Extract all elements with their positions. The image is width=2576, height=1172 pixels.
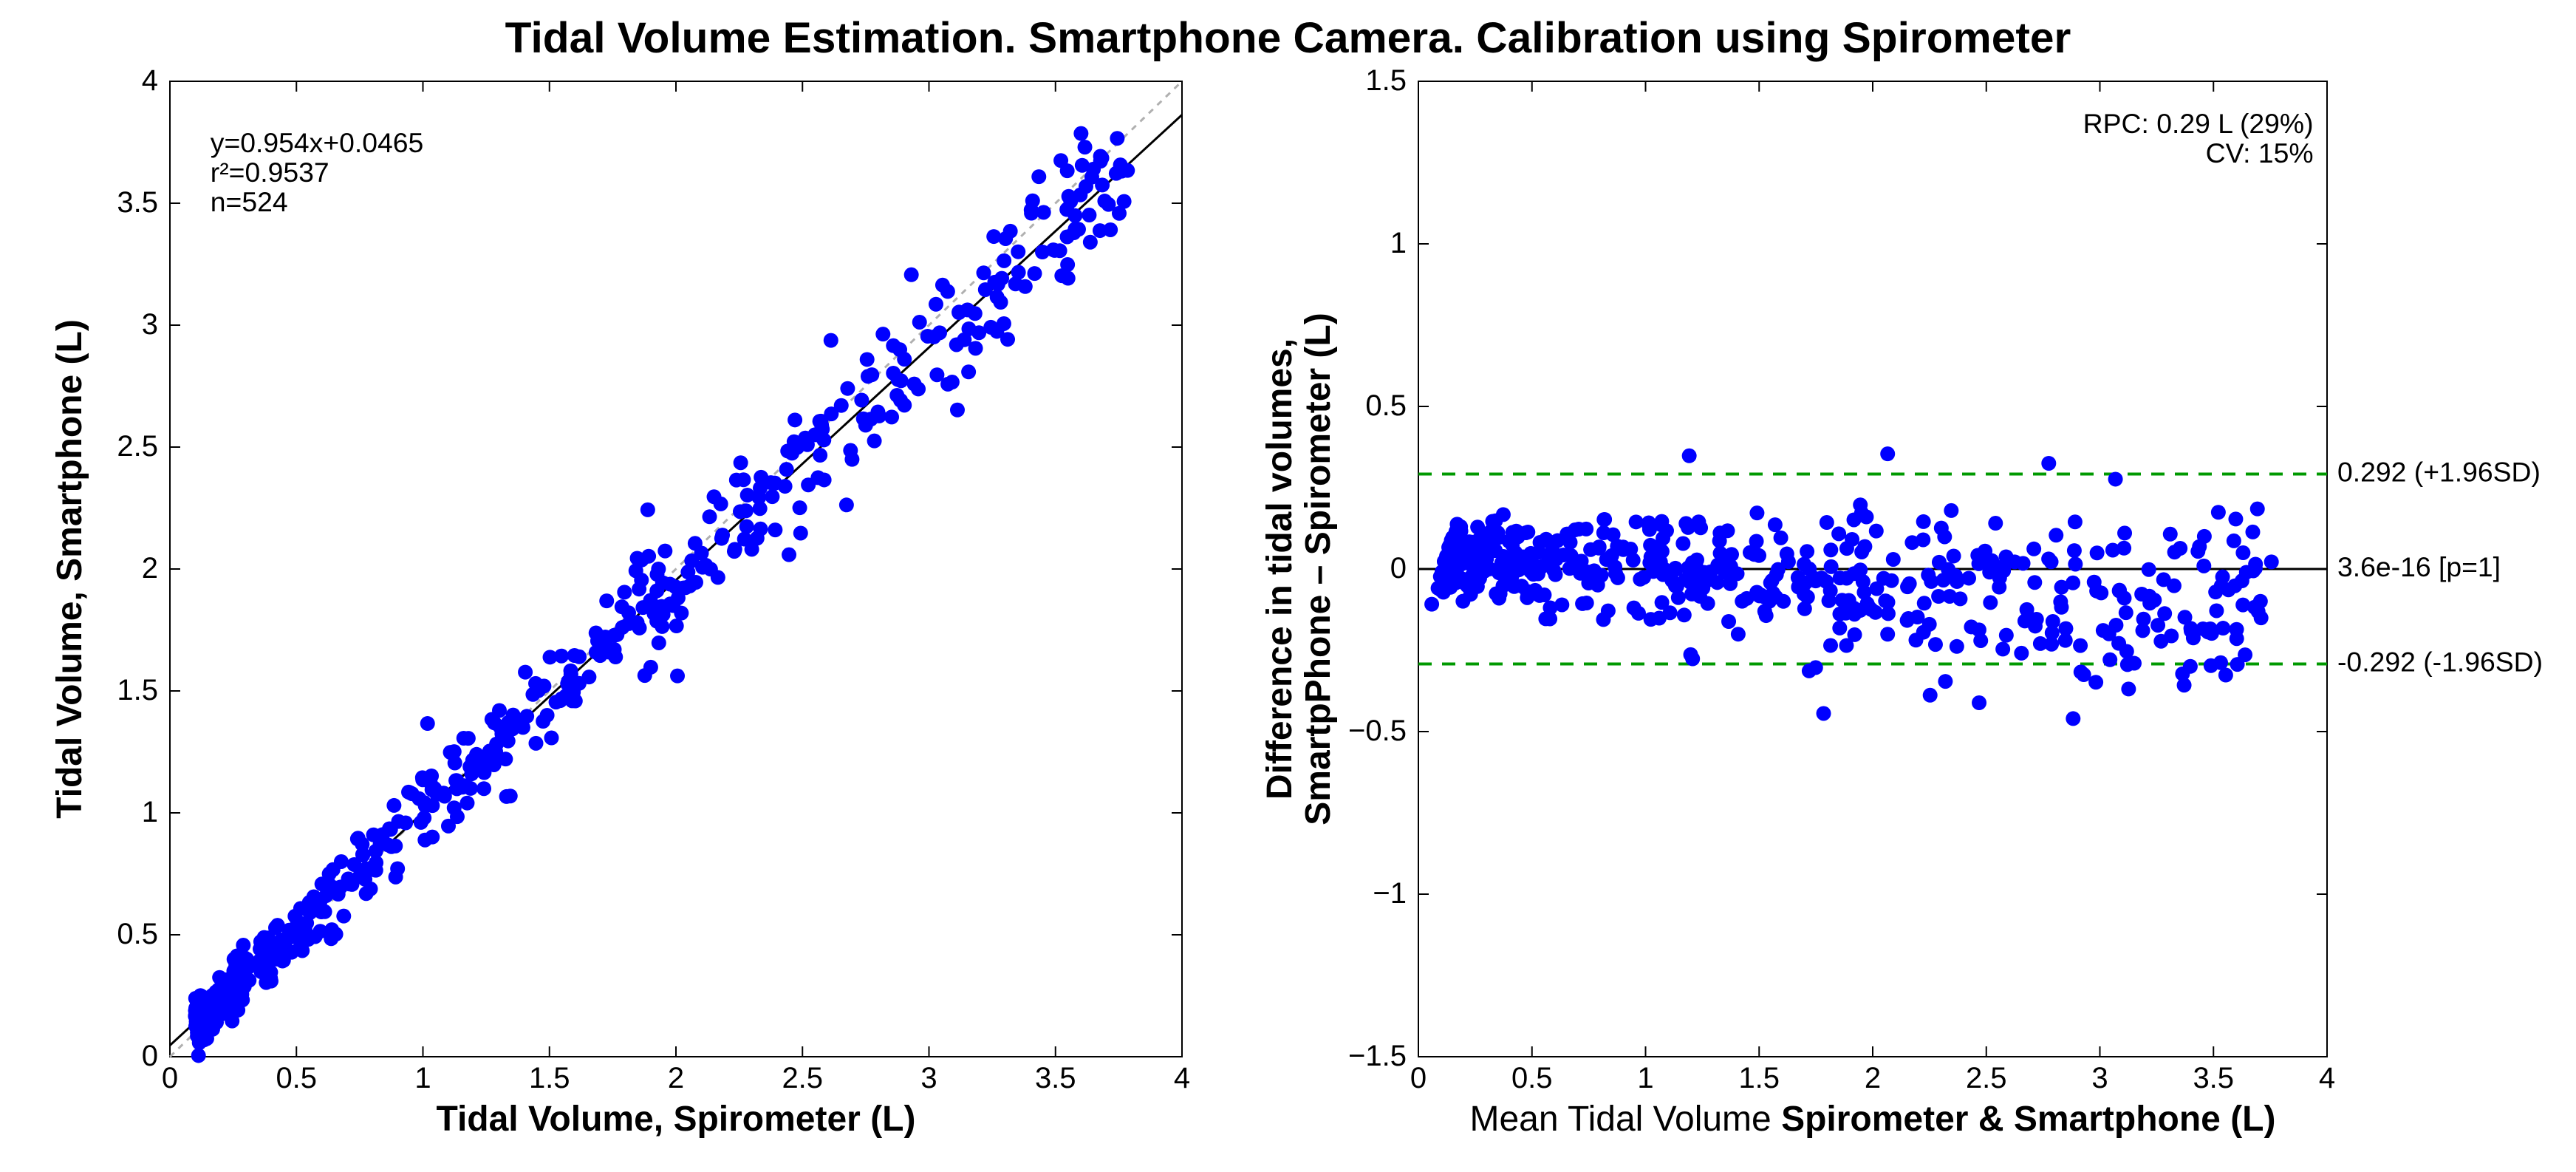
figure-root: Tidal Volume Estimation. Smartphone Came… bbox=[0, 0, 2576, 1172]
svg-text:Mean Tidal Volume Spirometer &: Mean Tidal Volume Spirometer & Smartphon… bbox=[1470, 1100, 2276, 1139]
svg-text:4: 4 bbox=[2319, 1062, 2335, 1094]
svg-text:1.5: 1.5 bbox=[1738, 1062, 1780, 1094]
svg-text:1: 1 bbox=[1390, 227, 1407, 259]
svg-text:3: 3 bbox=[2091, 1062, 2108, 1094]
svg-text:1: 1 bbox=[1637, 1062, 1653, 1094]
svg-text:0.292 (+1.96SD): 0.292 (+1.96SD) bbox=[2337, 457, 2541, 488]
svg-text:3.6e-16 [p=1]: 3.6e-16 [p=1] bbox=[2337, 551, 2501, 582]
svg-text:CV: 15%: CV: 15% bbox=[2206, 137, 2314, 168]
svg-text:0: 0 bbox=[1410, 1062, 1427, 1094]
svg-text:3.5: 3.5 bbox=[2193, 1062, 2234, 1094]
svg-text:0.5: 0.5 bbox=[1365, 389, 1407, 422]
svg-text:SmartpPhone – Spirometer (L): SmartpPhone – Spirometer (L) bbox=[1299, 313, 1338, 825]
svg-text:−1: −1 bbox=[1373, 877, 1407, 910]
svg-text:0.5: 0.5 bbox=[1511, 1062, 1553, 1094]
svg-text:−1.5: −1.5 bbox=[1348, 1040, 1407, 1072]
svg-text:2: 2 bbox=[1865, 1062, 1881, 1094]
bland-altman-panel: 0 0.5 1 1.5 2 2.5 3 3.5 4 −1.5 −1 −0.5 0 0.5 1 1.5 Mean … bbox=[0, 0, 2576, 1172]
svg-text:−0.5: −0.5 bbox=[1348, 715, 1407, 747]
svg-text:RPC: 0.29 L (29%): RPC: 0.29 L (29%) bbox=[2083, 108, 2314, 139]
svg-text:-0.292 (-1.96SD): -0.292 (-1.96SD) bbox=[2337, 646, 2543, 677]
svg-text:0: 0 bbox=[1390, 552, 1407, 585]
svg-text:Difference in tidal volumes,: Difference in tidal volumes, bbox=[1260, 338, 1299, 800]
svg-text:1.5: 1.5 bbox=[1365, 64, 1407, 97]
svg-text:2.5: 2.5 bbox=[1966, 1062, 2007, 1094]
